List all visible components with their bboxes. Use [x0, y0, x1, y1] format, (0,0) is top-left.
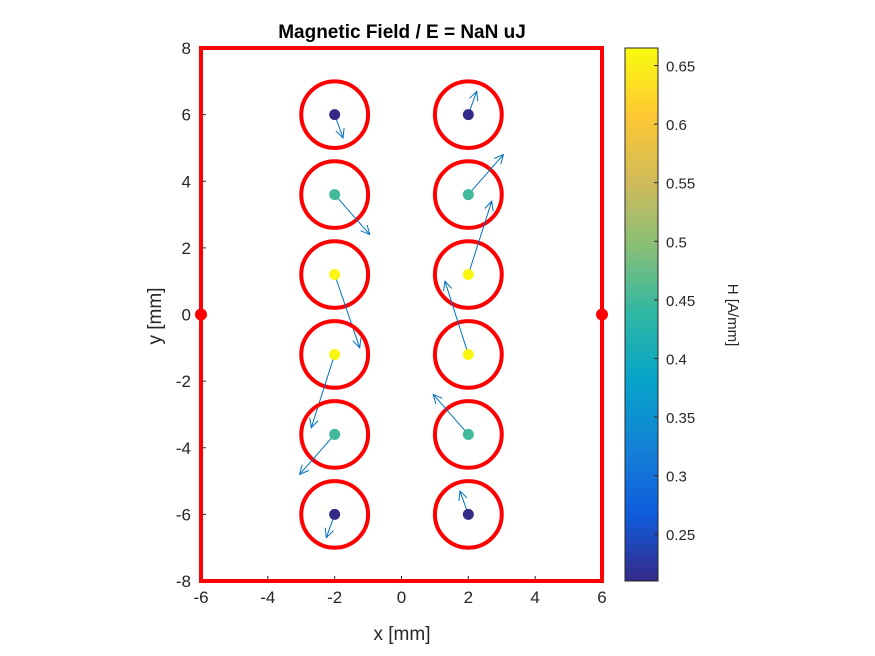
colorbar-gradient [624, 47, 659, 582]
field-arrow [299, 434, 336, 475]
boundary-marker [596, 308, 608, 321]
field-point [329, 508, 341, 520]
conductor-circle [299, 159, 371, 230]
colorbar-tick-label: 0.3 [666, 469, 687, 486]
colorbar-label: H [A/mm] [724, 284, 741, 347]
y-tick-label: -4 [176, 439, 191, 458]
field-arrow-head [484, 200, 494, 212]
conductor-circle [299, 79, 371, 150]
y-tick-label: -8 [176, 572, 191, 591]
y-axis-label: y [mm] [145, 288, 166, 345]
field-point [462, 348, 474, 360]
field-point [329, 189, 341, 201]
field-arrow-head [443, 280, 453, 292]
field-point [462, 189, 474, 201]
colorbar-ticks: 0.25 0.3 0.35 0.4 0.45 0.5 0.55 0.6 0.65 [654, 59, 695, 544]
colorbar-tick-label: 0.45 [666, 293, 695, 310]
conductor-circle [299, 399, 371, 470]
field-arrow [310, 354, 336, 428]
x-tick-label: 6 [597, 588, 606, 607]
x-axis-label: x [mm] [374, 624, 431, 645]
field-point [329, 109, 341, 121]
field-point [462, 269, 474, 281]
conductor-circle [432, 159, 504, 230]
field-arrow-head [335, 127, 345, 140]
conductor-circle [299, 239, 371, 310]
y-tick-label: 2 [182, 239, 191, 258]
field-arrow [444, 281, 469, 355]
x-tick-label: -6 [193, 588, 208, 607]
colorbar-tick-label: 0.55 [666, 176, 695, 193]
colorbar-tick-label: 0.25 [666, 527, 695, 544]
colorbar-tick-label: 0.65 [666, 59, 695, 76]
x-tick-label: -4 [260, 588, 275, 607]
field-arrow [432, 394, 469, 435]
y-tick-label: -2 [176, 372, 191, 391]
y-tick-label: 6 [182, 106, 191, 125]
conductor-circle [432, 479, 504, 550]
chart-title: Magnetic Field / E = NaN uJ [278, 22, 526, 43]
field-arrow [334, 274, 361, 348]
y-tick-label: 4 [182, 172, 191, 191]
field-arrow-head [298, 464, 309, 476]
field-arrow-head [324, 527, 334, 539]
x-tick-label: 0 [397, 588, 406, 607]
x-tick-label: 4 [530, 588, 539, 607]
field-arrow-head [309, 417, 319, 429]
colorbar-tick-label: 0.6 [666, 117, 687, 134]
conductor-circle [299, 319, 371, 390]
conductor-circle [299, 479, 371, 550]
field-arrow-head [494, 153, 505, 165]
colorbar-tick-label: 0.4 [666, 351, 687, 368]
colorbar: 0.25 0.3 0.35 0.4 0.45 0.5 0.55 0.6 0.65 H [A/mm… [624, 47, 741, 582]
conductor-circle [432, 399, 504, 470]
field-arrow-head [360, 224, 371, 236]
x-tick-label: -2 [327, 588, 342, 607]
colorbar-tick-label: 0.35 [666, 410, 695, 427]
x-tick-label: 2 [464, 588, 473, 607]
boundary-marker [195, 308, 207, 321]
field-point [462, 109, 474, 121]
field-point [329, 428, 341, 440]
field-arrow [467, 154, 504, 195]
y-tick-label: 0 [182, 306, 191, 325]
colorbar-tick-label: 0.5 [666, 234, 687, 251]
conductor-circle [432, 239, 504, 310]
field-point [462, 508, 474, 520]
field-point [329, 269, 341, 281]
field-arrow-head [458, 489, 468, 502]
conductor-circle [432, 319, 504, 390]
field-arrow-head [432, 393, 443, 405]
boundary-rectangle [199, 46, 604, 583]
conductor-circle [432, 79, 504, 150]
field-arrow-head [352, 337, 362, 349]
field-arrow [467, 201, 493, 275]
y-tick-label: -6 [176, 505, 191, 524]
y-tick-label: 8 [182, 39, 191, 58]
field-point [329, 348, 341, 360]
field-arrow [334, 194, 371, 235]
field-point [462, 428, 474, 440]
field-arrow-head [469, 90, 479, 102]
